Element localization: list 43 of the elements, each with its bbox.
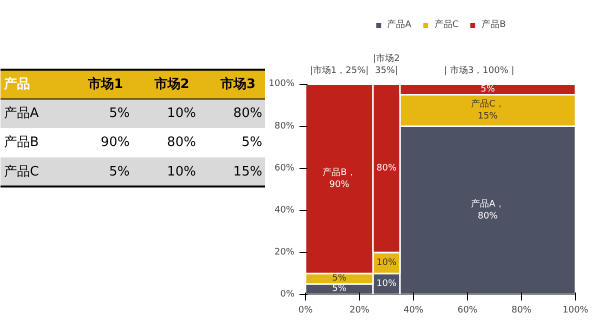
data-label: 产品A， 80% [471, 198, 504, 222]
text: | 市场3，100% | [444, 64, 514, 76]
category-label: 产品A [4, 106, 39, 122]
data-label: 10% [376, 258, 397, 268]
text: 10% [167, 106, 196, 122]
data-label: 产品C， 15% [471, 98, 504, 122]
text: 5% [109, 106, 130, 122]
y-tick-label: 80% [274, 121, 295, 132]
data-label: 5% [332, 274, 347, 284]
text: |市场2 35%| [373, 52, 400, 76]
data-label: 5% [480, 84, 496, 94]
text: |市场1，25%| [310, 64, 369, 76]
data-label: 5% [332, 284, 347, 294]
x-tick-label: 60% [458, 306, 478, 316]
text: 5% [109, 164, 130, 180]
category-label: 产品C [4, 164, 39, 180]
data-label: 10% [376, 278, 397, 289]
text: 80% [167, 135, 196, 150]
category-label: 市场1 [87, 76, 124, 92]
text: 5% [242, 135, 262, 150]
text: 产品 [2, 76, 30, 92]
y-tick-label: 60% [274, 163, 295, 174]
x-tick-label: 0% [298, 306, 314, 316]
text: 15% [233, 164, 262, 180]
y-tick-label: 20% [274, 247, 295, 258]
y-tick-label: 100% [268, 79, 295, 90]
legend-label: 产品B [482, 18, 506, 31]
category-label: 市场2 [153, 76, 190, 92]
x-tick-label: 80% [512, 306, 532, 316]
y-tick-label: 40% [274, 205, 295, 216]
y-tick-label: 0% [280, 290, 295, 300]
legend-label: 产品C [434, 18, 459, 31]
x-tick-label: 100% [562, 306, 589, 316]
data-label: 80% [376, 163, 397, 174]
legend-label: 产品A [387, 18, 412, 31]
x-tick-label: 40% [404, 306, 424, 316]
text: 80% [233, 106, 262, 122]
category-label: 产品B [4, 135, 39, 150]
category-label: 市场3 [220, 76, 256, 92]
text: 10% [167, 164, 196, 180]
x-tick-label: 20% [350, 306, 370, 316]
data-label: 产品B， 90% [322, 166, 356, 190]
text: 90% [100, 135, 130, 150]
